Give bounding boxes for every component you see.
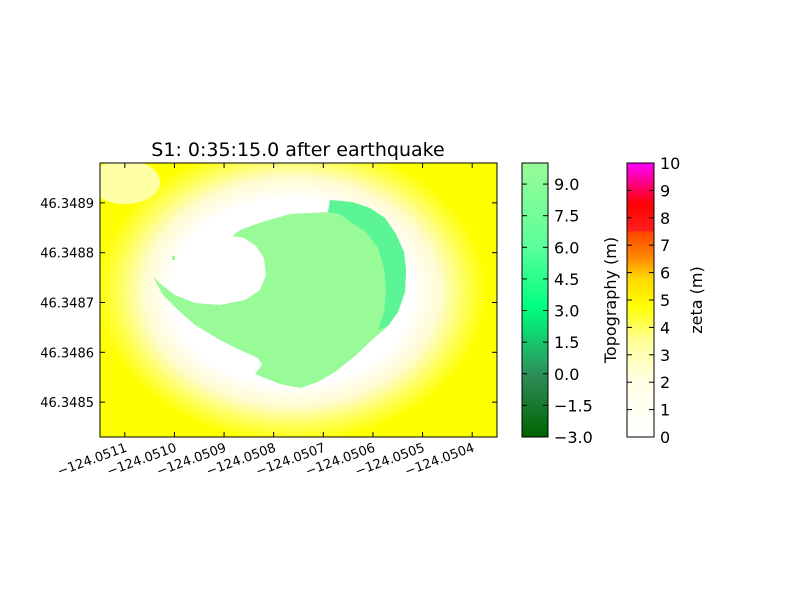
colorbar-tick-label: 0.0 bbox=[554, 365, 579, 384]
colorbar-tick-label: 5 bbox=[660, 291, 670, 310]
colorbar-tick-label: 1 bbox=[660, 401, 670, 420]
colorbar-tick-label: 7 bbox=[660, 236, 670, 255]
nodata-pixel bbox=[172, 256, 175, 260]
colorbar-tick-label: 0 bbox=[660, 428, 670, 447]
zeta-colorbar-label: zeta (m) bbox=[687, 266, 706, 333]
colorbar-tick-label: 9 bbox=[660, 181, 670, 200]
colorbar-tick-label: 3.0 bbox=[554, 302, 579, 321]
colorbar-tick-label: −1.5 bbox=[554, 396, 593, 415]
topography-colorbar bbox=[521, 162, 549, 438]
zeta-corner-glow bbox=[100, 163, 160, 204]
y-tick-label: 46.3486 bbox=[40, 346, 94, 361]
topography-island-edge bbox=[328, 200, 406, 330]
colorbar-tick-label: 10 bbox=[660, 154, 680, 173]
plot-area bbox=[100, 163, 497, 437]
colorbar-tick-label: −3.0 bbox=[554, 428, 593, 447]
y-tick-label: 46.3485 bbox=[40, 396, 94, 411]
colorbar-tick-label: 4 bbox=[660, 318, 670, 337]
topography-island bbox=[153, 200, 406, 388]
colorbar-tick-label: 6 bbox=[660, 264, 670, 283]
y-tick-label: 46.3489 bbox=[40, 197, 94, 212]
chart-title: S1: 0:35:15.0 after earthquake bbox=[151, 139, 444, 161]
colorbar-tick-label: 6.0 bbox=[554, 238, 579, 257]
colorbar-tick-label: 3 bbox=[660, 346, 670, 365]
colorbar-tick-label: 1.5 bbox=[554, 333, 579, 352]
colorbar-tick-label: 4.5 bbox=[554, 270, 579, 289]
zeta-colorbar-ticks: 0 1 2 3 4 5 6 7 8 9 10 bbox=[627, 154, 680, 447]
topography-colorbar-ticks: −3.0 −1.5 0.0 1.5 3.0 4.5 6.0 7.5 9.0 bbox=[522, 175, 593, 447]
colorbar-tick-label: 2 bbox=[660, 373, 670, 392]
colorbar-tick-label: 7.5 bbox=[554, 207, 579, 226]
y-tick-label: 46.3488 bbox=[40, 247, 94, 262]
topography-colorbar-label: Topography (m) bbox=[601, 237, 620, 364]
colorbar-tick-label: 9.0 bbox=[554, 175, 579, 194]
colorbar-tick-label: 8 bbox=[660, 209, 670, 228]
y-axis: 46.3485 46.3486 46.3487 46.3488 46.3489 bbox=[40, 197, 497, 411]
y-tick-label: 46.3487 bbox=[40, 296, 94, 311]
plot-frame bbox=[99, 162, 498, 438]
